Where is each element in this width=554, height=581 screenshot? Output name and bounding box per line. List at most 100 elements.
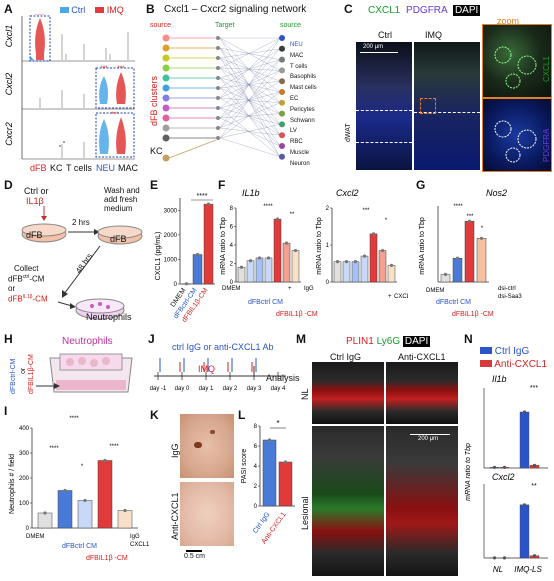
- edge: [219, 48, 281, 89]
- bar: [117, 510, 133, 529]
- c-col-zoom: zoom: [497, 16, 520, 26]
- edge: [219, 67, 281, 136]
- target-node: [279, 67, 285, 74]
- g-ylabel: mRNA ratio to Tbp: [419, 217, 426, 275]
- bar: [278, 461, 293, 507]
- bar: [37, 512, 53, 529]
- m-row-lesional: Lesional: [300, 496, 310, 530]
- g-title: Nos2: [486, 188, 507, 198]
- m-ch-dapi: DAPI: [402, 336, 431, 347]
- y-tick-label: 1000: [164, 257, 178, 263]
- edge: [219, 87, 281, 147]
- k-scale-bar: [186, 550, 202, 552]
- j-analysis: Analysis: [266, 373, 300, 383]
- bar: [291, 250, 300, 283]
- gene-label-cxcl1: Cxcl1: [4, 25, 14, 48]
- source-node: [162, 64, 170, 72]
- edge: [219, 48, 281, 59]
- day-label: day 3: [247, 386, 262, 392]
- panel-f-letter: F: [218, 178, 226, 192]
- data-point: [275, 217, 280, 221]
- bar: [342, 261, 351, 283]
- f-row-ab: CXCL1 Ab: [394, 294, 408, 300]
- y-tick-label: 0: [174, 282, 178, 288]
- data-point: [532, 463, 537, 467]
- bar: [333, 261, 342, 283]
- c-zoom-label-cxcl1: CXCL1: [542, 56, 551, 82]
- edge: [219, 59, 281, 139]
- edge: [219, 70, 281, 99]
- data-point: [371, 232, 376, 236]
- i-ylabel: Neutrophils # / field: [9, 454, 16, 514]
- legend-ctrl: Ctrl: [71, 5, 86, 15]
- f-left-sig2: **: [290, 212, 295, 218]
- data-point: [443, 272, 448, 276]
- m-img-les-anti: [386, 426, 458, 576]
- target-label: RBC: [290, 139, 303, 146]
- data-point: [184, 282, 189, 286]
- c-ch-pdgfra: PDGFRA: [406, 5, 448, 16]
- y-tick-label: 2000: [164, 233, 178, 239]
- target-node: [279, 153, 285, 160]
- data-point: [479, 236, 484, 240]
- sig-a2b: ***: [117, 66, 125, 72]
- y-tick-label: 0: [26, 526, 30, 532]
- data-point: [248, 259, 253, 263]
- kc-node: [162, 154, 170, 162]
- edge: [219, 97, 281, 103]
- source-node: [162, 44, 170, 52]
- edge: [219, 97, 281, 136]
- data-point: [283, 460, 288, 464]
- relay-node: [216, 46, 220, 50]
- source-node: [162, 84, 170, 92]
- b-source-right: source: [280, 22, 302, 29]
- i-row-il1bcm: dFBIL1β -CM: [86, 555, 128, 562]
- target-node: [279, 143, 285, 149]
- panel-n-letter: N: [464, 332, 473, 346]
- d-il1b: IL1β: [26, 196, 44, 206]
- h-cm2: dFBIL1β-CM: [28, 354, 35, 394]
- f-row-plus: +: [288, 286, 292, 292]
- c-scale-bar: [360, 52, 398, 53]
- bar: [237, 266, 246, 283]
- g-row-il1bcm: dFBIL1β -CM: [452, 311, 494, 318]
- panel-g-letter: G: [416, 178, 426, 192]
- target-label: EC: [290, 96, 299, 102]
- data-point: [257, 256, 262, 260]
- edge: [219, 47, 281, 125]
- data-point: [103, 458, 107, 463]
- f-row-il1bcm: dFBIL1β -CM: [276, 311, 318, 318]
- n-swatch-ctrl: [480, 347, 492, 354]
- bar: [262, 439, 277, 507]
- bar: [77, 500, 93, 529]
- y-tick-label: 2: [326, 206, 330, 212]
- k-row-anti: Anti-CXCL1: [170, 492, 180, 540]
- day-label: day 2: [223, 386, 238, 392]
- edge: [219, 37, 281, 136]
- i-row-ab: CXCL1 Ab: [130, 542, 150, 548]
- d-2hrs: 2 hrs: [72, 218, 90, 227]
- relay-node: [216, 56, 220, 60]
- celltype-dfb: dFB: [30, 163, 47, 173]
- relay-node: [216, 116, 220, 120]
- l-ylabel: PASI score: [241, 449, 248, 484]
- data-point: [467, 219, 472, 223]
- c-channel-legend: CXCL1 PDGFRA DAPI: [368, 5, 481, 16]
- edge: [219, 137, 281, 157]
- g-sig3: *: [481, 226, 484, 232]
- data-point: [380, 248, 385, 253]
- bar: [192, 254, 203, 285]
- panel-a-letter: A: [4, 2, 13, 16]
- n-xlabel-ls: IMQ-LS: [514, 565, 542, 574]
- bar: [57, 490, 73, 529]
- target-node: [279, 132, 285, 139]
- panel-i-letter: I: [4, 404, 8, 418]
- target-label: Basophils: [290, 74, 317, 81]
- edge: [219, 77, 281, 125]
- data-point: [63, 488, 67, 493]
- sig-a3: ***: [111, 112, 119, 118]
- h-transwell: [36, 353, 133, 393]
- chart-i: Neutrophils # / field0100200300400******…: [9, 416, 150, 562]
- c-micrograph-ctrl: [356, 42, 412, 170]
